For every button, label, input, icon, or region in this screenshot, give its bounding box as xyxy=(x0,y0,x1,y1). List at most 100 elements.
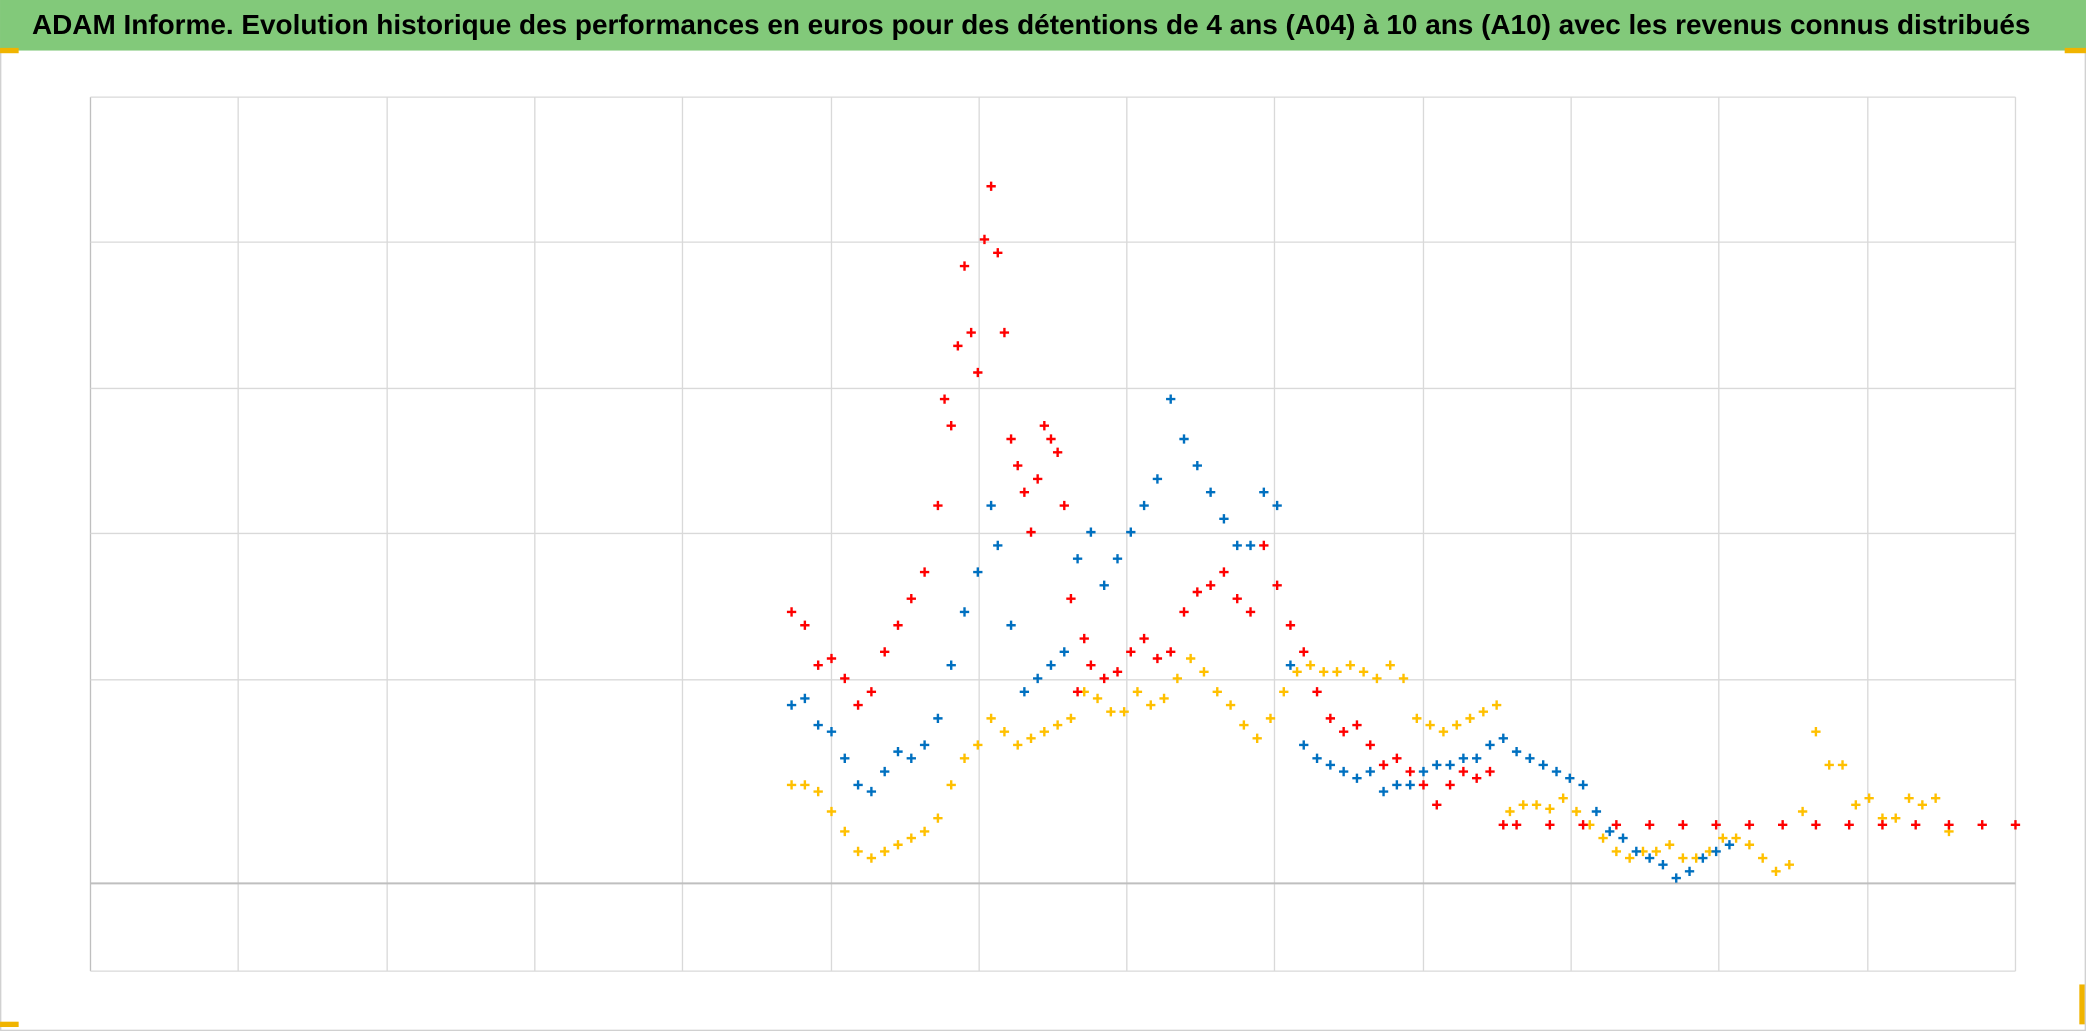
data-point xyxy=(880,846,890,857)
data-point xyxy=(1851,800,1861,810)
data-point xyxy=(906,833,916,843)
data-point xyxy=(880,647,890,657)
data-point xyxy=(1019,687,1030,697)
data-point xyxy=(1472,773,1482,783)
data-point xyxy=(1052,720,1063,730)
data-point xyxy=(1039,727,1049,737)
data-point xyxy=(1126,647,1136,657)
data-point xyxy=(1678,853,1688,863)
data-point xyxy=(853,780,863,790)
corner-mark xyxy=(0,47,19,54)
data-point xyxy=(1392,753,1402,763)
data-point xyxy=(1146,700,1156,710)
data-point xyxy=(1671,873,1681,883)
data-point xyxy=(1352,773,1362,783)
data-point xyxy=(933,713,943,724)
title-bar xyxy=(0,0,2086,51)
data-point xyxy=(933,813,943,823)
data-point xyxy=(1611,820,1622,830)
data-point xyxy=(2010,820,2021,830)
data-point xyxy=(866,786,877,797)
data-point xyxy=(800,620,810,630)
data-point xyxy=(1418,766,1429,777)
data-point xyxy=(1072,687,1083,697)
data-point xyxy=(1518,800,1528,810)
data-point xyxy=(1744,840,1755,850)
data-point xyxy=(966,327,976,338)
data-point xyxy=(1259,487,1269,497)
data-point xyxy=(1432,760,1442,770)
data-point xyxy=(1485,766,1495,777)
data-point xyxy=(1538,760,1548,770)
data-point xyxy=(1086,660,1096,670)
data-point xyxy=(1112,554,1123,564)
data-point xyxy=(1365,740,1375,750)
data-point xyxy=(1006,620,1016,630)
data-point xyxy=(1192,460,1202,471)
data-point xyxy=(1724,840,1735,850)
data-point xyxy=(1412,713,1422,724)
data-point xyxy=(1378,760,1389,770)
data-point xyxy=(1432,800,1442,810)
data-point xyxy=(1944,820,1954,830)
data-point xyxy=(1904,793,1914,803)
data-point xyxy=(919,567,930,577)
data-point xyxy=(1199,667,1209,677)
data-point xyxy=(1644,820,1655,830)
data-point xyxy=(840,673,850,684)
data-point xyxy=(1611,846,1622,857)
data-point xyxy=(1159,693,1169,704)
data-point xyxy=(1598,833,1608,843)
data-point xyxy=(1059,500,1069,511)
data-point xyxy=(1811,727,1821,737)
data-point xyxy=(999,727,1010,737)
data-point xyxy=(1205,487,1216,497)
data-point xyxy=(1013,460,1023,471)
data-point xyxy=(1844,820,1854,830)
data-point xyxy=(1179,434,1189,444)
data-point xyxy=(1498,733,1508,743)
data-point xyxy=(1252,733,1262,743)
data-point xyxy=(1771,866,1781,877)
data-point xyxy=(1239,720,1249,730)
data-point xyxy=(1225,700,1236,710)
data-point xyxy=(1219,514,1229,524)
data-point xyxy=(1418,780,1429,790)
data-point xyxy=(826,653,837,664)
data-point xyxy=(1059,647,1069,657)
data-point xyxy=(959,261,970,271)
data-point xyxy=(1618,833,1628,843)
data-point xyxy=(1591,806,1602,817)
data-point xyxy=(1352,720,1362,730)
data-point xyxy=(1551,766,1562,777)
data-point xyxy=(1525,753,1535,763)
data-point xyxy=(1179,607,1189,617)
data-point xyxy=(946,780,956,790)
data-point xyxy=(1192,587,1202,597)
data-point xyxy=(1152,474,1163,484)
data-point xyxy=(1578,780,1588,790)
data-point xyxy=(973,740,983,750)
data-point xyxy=(1166,394,1176,404)
data-point xyxy=(826,727,837,737)
data-point xyxy=(1112,667,1123,677)
data-point xyxy=(840,826,850,837)
data-point xyxy=(986,181,996,191)
data-point xyxy=(1797,806,1808,817)
data-point xyxy=(1019,487,1030,497)
data-point xyxy=(1126,527,1136,537)
plot-area xyxy=(786,181,2021,883)
data-point xyxy=(800,693,810,704)
data-point xyxy=(1864,793,1874,803)
data-point xyxy=(1731,833,1741,843)
data-point xyxy=(933,500,943,511)
data-point xyxy=(1312,753,1322,763)
data-point xyxy=(1338,766,1349,777)
data-point xyxy=(1338,727,1349,737)
data-point xyxy=(1166,647,1176,657)
data-point xyxy=(1092,693,1103,704)
data-point xyxy=(1678,820,1688,830)
data-point xyxy=(1186,653,1196,664)
